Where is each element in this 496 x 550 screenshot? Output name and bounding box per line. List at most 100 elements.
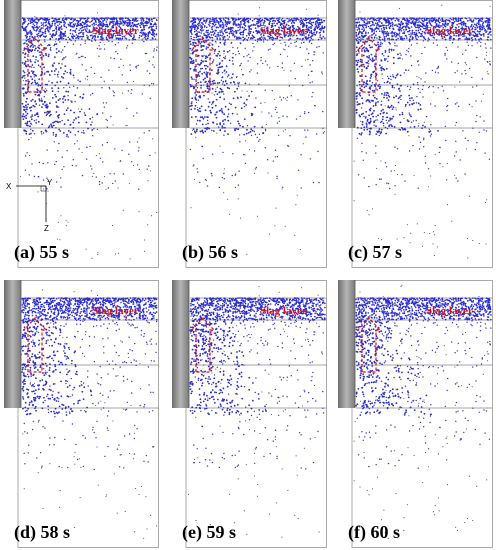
particle	[277, 17, 279, 19]
particle	[369, 25, 372, 27]
particle	[293, 19, 295, 21]
particle	[213, 94, 216, 96]
particle	[204, 57, 207, 60]
particle	[273, 22, 275, 25]
particle	[114, 180, 116, 182]
particle	[220, 91, 223, 93]
particle	[71, 21, 73, 24]
particle	[33, 29, 36, 31]
particle	[106, 18, 108, 21]
particle	[353, 160, 355, 162]
particle	[232, 63, 234, 65]
particle	[381, 66, 383, 68]
particle	[259, 138, 261, 141]
particle	[117, 252, 119, 254]
particle	[81, 29, 83, 32]
particle	[398, 34, 400, 36]
particle	[223, 172, 225, 175]
particle	[96, 128, 99, 131]
particle	[391, 25, 394, 27]
particle	[383, 28, 386, 31]
particle	[422, 96, 424, 98]
particle	[222, 80, 225, 83]
particle	[320, 28, 322, 30]
particle	[365, 61, 368, 64]
particle	[358, 65, 361, 68]
particle	[214, 29, 217, 32]
particle	[276, 156, 279, 158]
particle	[67, 36, 70, 39]
particle	[202, 157, 204, 160]
particle	[49, 24, 51, 27]
particle	[211, 28, 213, 30]
particle	[54, 135, 57, 138]
particle	[56, 73, 59, 76]
particle	[391, 31, 394, 34]
particle	[47, 190, 49, 192]
particle	[412, 120, 415, 122]
particle	[406, 49, 408, 52]
particle	[25, 124, 28, 127]
particle	[98, 21, 100, 24]
particle	[383, 96, 385, 99]
particle	[62, 37, 65, 40]
particle	[357, 103, 360, 106]
particle	[355, 46, 358, 49]
particle	[37, 27, 39, 29]
particle	[409, 114, 411, 116]
particle	[43, 89, 45, 92]
particle	[120, 160, 122, 162]
particle	[95, 155, 97, 156]
particle	[113, 95, 115, 97]
particle	[243, 22, 246, 25]
particle	[96, 112, 98, 115]
particle	[59, 239, 61, 241]
particle	[143, 250, 145, 252]
particle	[37, 115, 40, 118]
particle	[113, 173, 115, 175]
particle	[231, 26, 233, 29]
particle	[115, 51, 117, 53]
particle	[219, 37, 221, 39]
particle	[374, 66, 376, 68]
particle	[361, 102, 364, 105]
particle	[204, 130, 207, 133]
particle	[228, 102, 231, 105]
particle	[91, 257, 93, 259]
particle	[35, 314, 37, 317]
particle	[372, 94, 375, 97]
particle	[219, 25, 221, 28]
particle	[320, 29, 322, 32]
particle	[433, 17, 436, 19]
particle	[35, 17, 38, 19]
particle	[81, 36, 84, 38]
particle	[287, 145, 290, 147]
particle	[254, 172, 255, 174]
particle	[486, 60, 489, 63]
particle	[191, 20, 193, 23]
particle	[135, 66, 137, 68]
particle	[29, 60, 32, 63]
particle	[321, 25, 323, 27]
particle	[224, 41, 226, 43]
particle	[290, 70, 292, 72]
particle	[215, 88, 217, 90]
particle	[77, 116, 80, 119]
particle	[486, 30, 488, 32]
particle	[55, 41, 57, 43]
particle	[91, 17, 93, 20]
particle	[31, 64, 34, 66]
particle	[383, 37, 386, 40]
particle	[47, 45, 49, 47]
particle	[211, 129, 213, 132]
particle	[58, 23, 61, 25]
particle	[81, 64, 83, 66]
particle	[58, 106, 60, 108]
particle	[53, 62, 56, 65]
particle	[223, 84, 226, 87]
particle	[134, 29, 137, 32]
particle	[31, 36, 34, 39]
particle	[22, 52, 24, 54]
particle	[406, 119, 409, 121]
particle	[86, 307, 88, 309]
